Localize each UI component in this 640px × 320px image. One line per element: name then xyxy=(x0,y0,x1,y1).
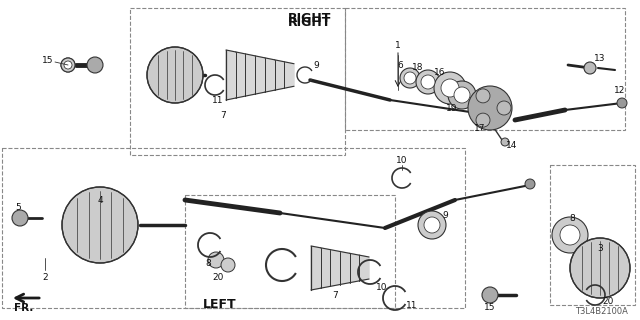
Text: 8: 8 xyxy=(569,213,575,222)
Polygon shape xyxy=(255,56,265,94)
Circle shape xyxy=(501,138,509,146)
Circle shape xyxy=(64,61,72,69)
Circle shape xyxy=(497,101,511,115)
Polygon shape xyxy=(265,58,275,92)
Circle shape xyxy=(12,210,28,226)
Text: 10: 10 xyxy=(376,284,388,292)
Polygon shape xyxy=(245,54,255,96)
Circle shape xyxy=(400,68,420,88)
Text: RIGHT: RIGHT xyxy=(288,15,332,28)
Polygon shape xyxy=(359,255,369,281)
Circle shape xyxy=(441,79,459,97)
Polygon shape xyxy=(275,60,284,90)
Text: 17: 17 xyxy=(474,124,486,132)
Text: 15: 15 xyxy=(484,303,496,313)
Text: 7: 7 xyxy=(220,110,226,119)
Text: 18: 18 xyxy=(412,62,424,71)
Text: 12: 12 xyxy=(614,85,626,94)
Text: 10: 10 xyxy=(396,156,408,164)
Text: 11: 11 xyxy=(406,300,418,309)
Polygon shape xyxy=(284,62,294,88)
Text: 5: 5 xyxy=(15,203,21,212)
Bar xyxy=(185,195,395,308)
Circle shape xyxy=(62,187,138,263)
Circle shape xyxy=(87,57,103,73)
Circle shape xyxy=(147,47,203,103)
Text: 14: 14 xyxy=(506,140,518,149)
Circle shape xyxy=(584,62,596,74)
Text: 1: 1 xyxy=(395,41,401,50)
Polygon shape xyxy=(311,246,321,290)
Text: 9: 9 xyxy=(442,211,448,220)
Text: T3L4B2100A: T3L4B2100A xyxy=(575,308,628,316)
Text: 19: 19 xyxy=(446,103,458,113)
Circle shape xyxy=(448,81,476,109)
Text: 11: 11 xyxy=(212,95,224,105)
Circle shape xyxy=(525,179,535,189)
Circle shape xyxy=(468,86,512,130)
Polygon shape xyxy=(236,52,245,98)
Circle shape xyxy=(418,211,446,239)
Circle shape xyxy=(476,113,490,127)
Text: 2: 2 xyxy=(42,274,48,283)
Text: 16: 16 xyxy=(435,68,445,76)
Circle shape xyxy=(454,87,470,103)
Text: 20: 20 xyxy=(212,274,224,283)
Text: RIGHT: RIGHT xyxy=(288,12,332,25)
Text: 6: 6 xyxy=(397,60,403,69)
Text: 9: 9 xyxy=(313,60,319,69)
Bar xyxy=(130,8,345,155)
Bar xyxy=(2,148,465,308)
Circle shape xyxy=(570,238,630,298)
Circle shape xyxy=(560,225,580,245)
Bar xyxy=(550,165,635,305)
Circle shape xyxy=(424,217,440,233)
Polygon shape xyxy=(340,252,349,284)
Text: 8: 8 xyxy=(205,259,211,268)
Polygon shape xyxy=(349,253,359,283)
Text: 20: 20 xyxy=(602,298,614,307)
Polygon shape xyxy=(321,248,330,288)
Circle shape xyxy=(61,58,75,72)
Text: 4: 4 xyxy=(97,196,103,204)
Circle shape xyxy=(617,98,627,108)
Circle shape xyxy=(416,70,440,94)
Text: FR.: FR. xyxy=(14,303,33,313)
Circle shape xyxy=(221,258,235,272)
Text: 15: 15 xyxy=(42,55,54,65)
Polygon shape xyxy=(226,50,236,100)
Text: LEFT: LEFT xyxy=(203,299,237,311)
Circle shape xyxy=(61,58,75,72)
Text: 7: 7 xyxy=(332,291,338,300)
Circle shape xyxy=(421,75,435,89)
Polygon shape xyxy=(330,250,340,286)
Circle shape xyxy=(434,72,466,104)
Circle shape xyxy=(404,72,416,84)
Circle shape xyxy=(208,252,224,268)
Circle shape xyxy=(552,217,588,253)
Circle shape xyxy=(482,287,498,303)
Circle shape xyxy=(476,89,490,103)
Bar xyxy=(345,8,625,130)
Text: 13: 13 xyxy=(595,53,605,62)
Text: 3: 3 xyxy=(597,244,603,252)
